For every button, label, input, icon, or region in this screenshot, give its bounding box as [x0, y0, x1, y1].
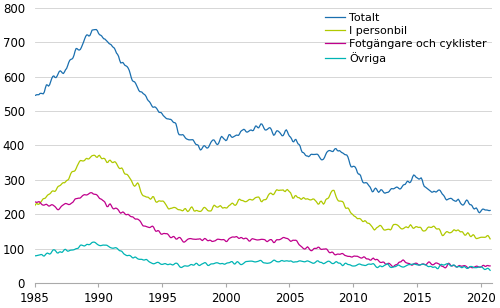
- Line: Fotgängare och cyklister: Fotgängare och cyklister: [35, 193, 490, 268]
- Övriga: [392, 265, 398, 268]
- Övriga: [32, 254, 38, 257]
- I personbil: [118, 167, 124, 170]
- Fotgängare och cyklister: [48, 203, 54, 207]
- I personbil: [108, 160, 114, 163]
- Fotgängare och cyklister: [108, 204, 114, 207]
- Fotgängare och cyklister: [442, 266, 448, 270]
- Övriga: [150, 262, 156, 265]
- Totalt: [392, 186, 398, 189]
- Övriga: [182, 264, 188, 268]
- I personbil: [150, 195, 156, 198]
- Övriga: [108, 246, 114, 250]
- Totalt: [487, 209, 493, 212]
- I personbil: [392, 223, 398, 226]
- Fotgängare och cyklister: [118, 211, 124, 215]
- Totalt: [48, 77, 54, 80]
- I personbil: [48, 190, 54, 193]
- Totalt: [182, 135, 188, 138]
- I personbil: [91, 153, 97, 157]
- Totalt: [108, 43, 114, 47]
- Fotgängare och cyklister: [182, 240, 188, 244]
- Totalt: [32, 94, 38, 97]
- Fotgängare och cyklister: [88, 191, 94, 195]
- Övriga: [487, 269, 493, 272]
- Övriga: [91, 240, 97, 244]
- Totalt: [150, 105, 156, 109]
- Totalt: [476, 211, 482, 215]
- Fotgängare och cyklister: [487, 264, 493, 268]
- Fotgängare och cyklister: [32, 200, 38, 204]
- Övriga: [118, 249, 124, 253]
- Legend: Totalt, I personbil, Fotgängare och cyklister, Övriga: Totalt, I personbil, Fotgängare och cykl…: [320, 9, 491, 68]
- Fotgängare och cyklister: [392, 263, 398, 267]
- Övriga: [48, 250, 54, 254]
- I personbil: [182, 207, 188, 211]
- Totalt: [94, 28, 100, 31]
- Fotgängare och cyklister: [150, 224, 156, 228]
- Line: Totalt: Totalt: [35, 30, 490, 213]
- Line: I personbil: I personbil: [35, 155, 490, 239]
- Totalt: [118, 61, 124, 65]
- I personbil: [32, 204, 38, 208]
- I personbil: [487, 237, 493, 241]
- Line: Övriga: Övriga: [35, 242, 490, 270]
